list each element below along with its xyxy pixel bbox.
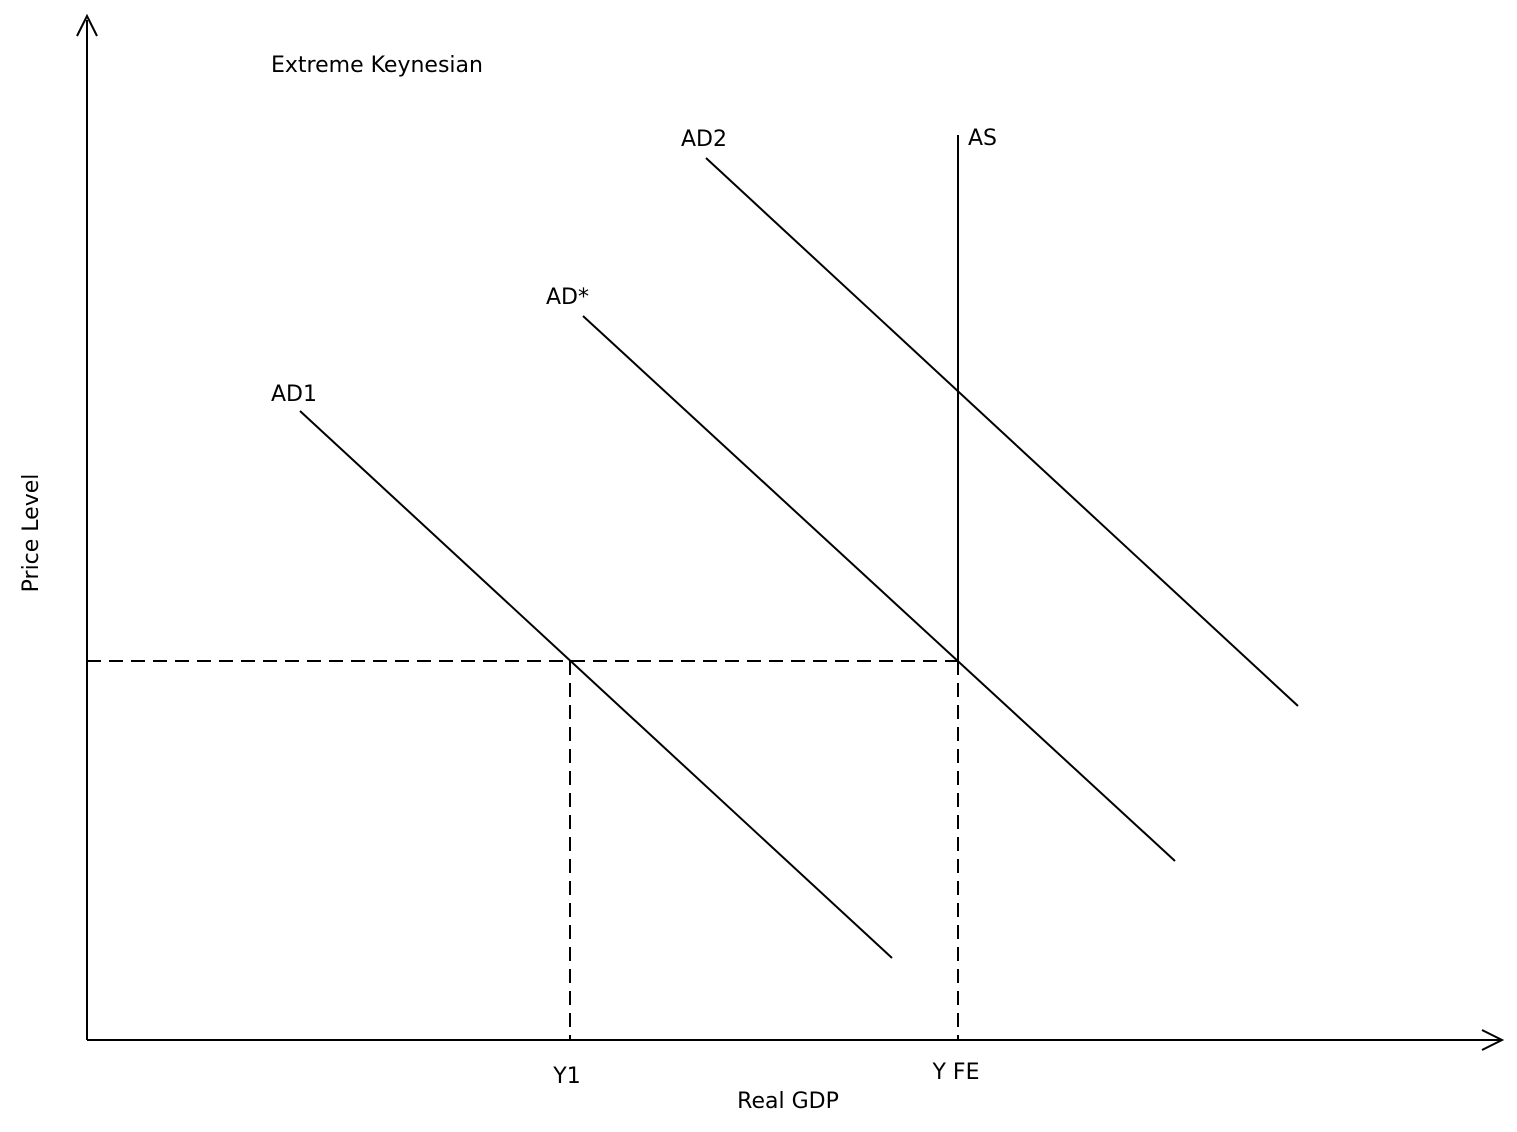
x-axis-arrow bbox=[1481, 1029, 1505, 1051]
x-marker-label: Y FE bbox=[932, 1060, 980, 1085]
curve-label: AD2 bbox=[681, 127, 727, 152]
curve-label: AD* bbox=[546, 285, 589, 310]
ad1-curve bbox=[299, 410, 893, 959]
ad2-curve bbox=[705, 157, 1299, 707]
x-marker-label: Y1 bbox=[552, 1064, 580, 1089]
ad-star-curve bbox=[582, 315, 1176, 862]
title: Extreme Keynesian bbox=[271, 53, 483, 78]
y-axis-arrow bbox=[76, 13, 98, 37]
y-axis-label: Price Level bbox=[19, 474, 44, 593]
curve-label: AD1 bbox=[271, 382, 317, 407]
curve-label: AS bbox=[968, 126, 997, 151]
x-axis-label: Real GDP bbox=[737, 1089, 839, 1114]
